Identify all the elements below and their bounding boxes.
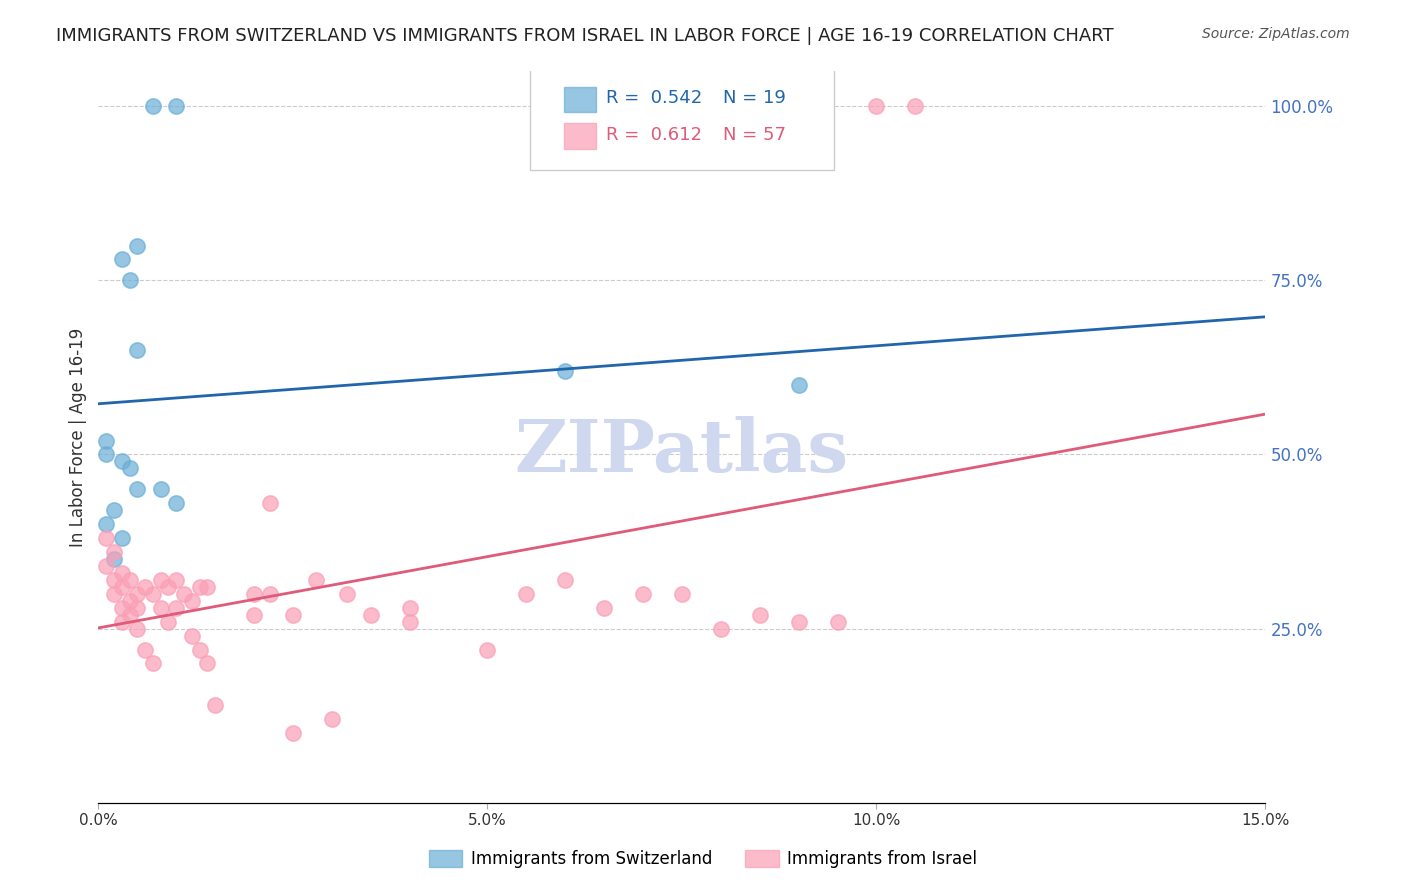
Point [243,607,266,622]
FancyBboxPatch shape [564,87,596,112]
Point [127,343,149,357]
Text: R =  0.542: R = 0.542 [606,89,703,107]
Point [111,252,134,267]
Point [195,657,218,671]
Point [118,607,141,622]
Text: R =  0.612: R = 0.612 [606,126,702,144]
Point [173,587,195,601]
Y-axis label: In Labor Force | Age 16-19: In Labor Force | Age 16-19 [69,327,87,547]
Text: N = 57: N = 57 [723,126,786,144]
Point [398,615,420,629]
Point [281,726,304,740]
Point [259,496,281,510]
Point [127,600,149,615]
Point [103,587,125,601]
Text: N = 19: N = 19 [723,89,786,107]
Point [180,594,202,608]
Point [103,503,125,517]
Point [96,531,118,545]
Point [149,483,172,497]
Point [748,607,770,622]
Legend: Immigrants from Switzerland, Immigrants from Israel: Immigrants from Switzerland, Immigrants … [422,843,984,875]
Point [149,573,172,587]
Point [118,461,141,475]
Point [188,642,211,657]
Point [631,587,654,601]
Point [127,483,149,497]
Point [188,580,211,594]
Point [111,566,134,580]
Point [477,642,499,657]
Point [96,558,118,573]
Point [96,448,118,462]
Text: ZIPatlas: ZIPatlas [515,417,849,487]
Point [865,99,887,113]
Point [165,496,187,510]
Point [134,580,156,594]
Point [157,580,180,594]
Point [142,657,165,671]
Point [204,698,226,713]
Point [281,607,304,622]
FancyBboxPatch shape [564,123,596,149]
Text: Source: ZipAtlas.com: Source: ZipAtlas.com [1202,27,1350,41]
Point [111,580,134,594]
Point [96,434,118,448]
Point [321,712,343,726]
Text: IMMIGRANTS FROM SWITZERLAND VS IMMIGRANTS FROM ISRAEL IN LABOR FORCE | AGE 16-19: IMMIGRANTS FROM SWITZERLAND VS IMMIGRANT… [56,27,1114,45]
Point [515,587,537,601]
Point [111,454,134,468]
Point [149,600,172,615]
Point [134,642,156,657]
Point [710,622,733,636]
Point [111,600,134,615]
FancyBboxPatch shape [530,68,834,170]
Point [554,573,576,587]
Point [103,573,125,587]
Point [165,99,187,113]
Point [305,573,328,587]
Point [554,364,576,378]
Point [118,573,141,587]
Point [827,615,849,629]
Point [787,377,810,392]
Point [111,615,134,629]
Point [593,600,616,615]
Point [336,587,359,601]
Point [118,594,141,608]
Point [195,580,218,594]
Point [180,629,202,643]
Point [671,587,693,601]
Point [127,587,149,601]
Point [142,99,165,113]
Point [118,273,141,287]
Point [398,600,420,615]
Point [111,531,134,545]
Point [103,545,125,559]
Point [127,238,149,252]
Point [165,573,187,587]
Point [96,517,118,532]
Point [127,622,149,636]
Point [103,552,125,566]
Point [360,607,382,622]
Point [165,600,187,615]
Point [787,615,810,629]
Point [259,587,281,601]
Point [904,99,927,113]
Point [157,615,180,629]
Point [243,587,266,601]
Point [142,587,165,601]
